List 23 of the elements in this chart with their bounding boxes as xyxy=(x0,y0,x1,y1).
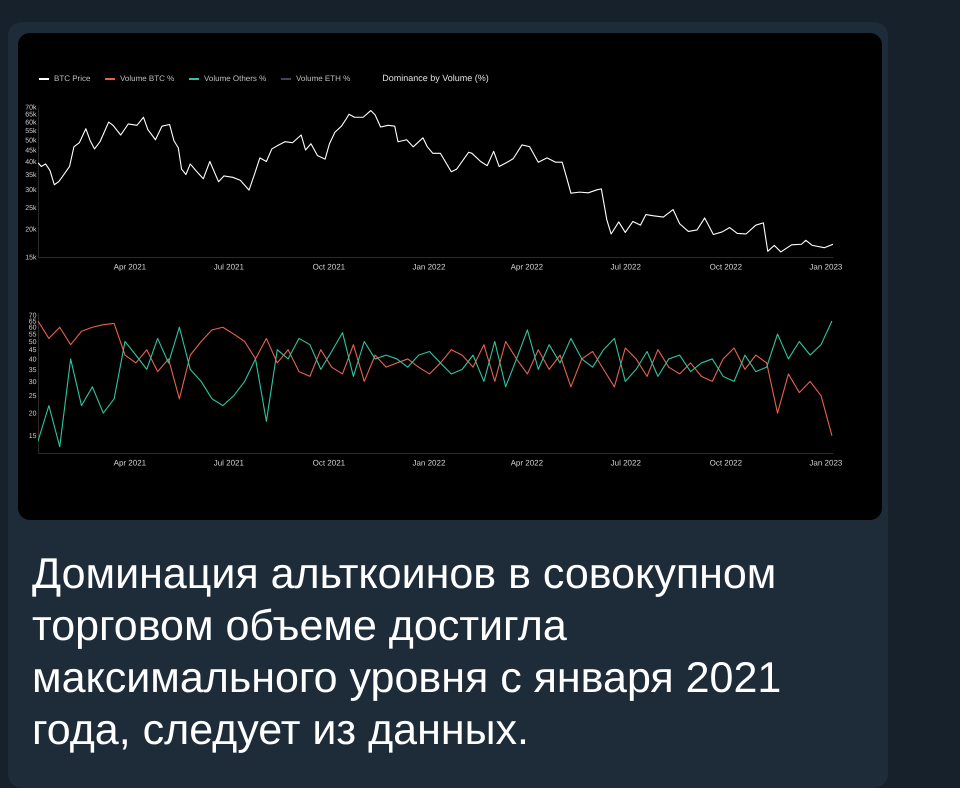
x-tick-label: Jan 2022 xyxy=(412,262,446,272)
legend-label: Volume BTC % xyxy=(120,74,174,83)
x-tick-label: Oct 2022 xyxy=(710,458,743,468)
x-tick-label: Jan 2023 xyxy=(809,458,843,468)
x-tick-label: Oct 2021 xyxy=(312,262,346,272)
line-series xyxy=(38,110,833,252)
x-tick-label: Jul 2021 xyxy=(214,262,244,272)
x-tick-label: Jan 2023 xyxy=(809,262,843,272)
legend-label: Volume Others % xyxy=(204,74,266,83)
x-tick-label: Apr 2022 xyxy=(510,262,544,272)
x-tick-label: Oct 2022 xyxy=(710,262,743,272)
text: Доминация альткоинов в совокупном торговом объеме достигла максимального уровня с января 2021 года, следует из данных. xyxy=(32,549,782,756)
x-tick-label: Oct 2021 xyxy=(312,458,346,468)
x-tick-label: Apr 2021 xyxy=(114,262,147,272)
x-tick-label: Jul 2021 xyxy=(214,458,244,468)
x-tick-label: Jul 2022 xyxy=(610,262,642,272)
x-tick-label: Jul 2022 xyxy=(610,458,642,468)
x-tick-label: Apr 2022 xyxy=(510,458,544,468)
chart-title: Dominance by Volume (%) xyxy=(382,73,489,83)
x-tick-label: Jan 2022 xyxy=(412,458,446,468)
legend-label: Volume ETH % xyxy=(296,74,350,83)
legend-label: BTC Price xyxy=(54,74,91,83)
x-tick-label: Apr 2021 xyxy=(114,458,147,468)
